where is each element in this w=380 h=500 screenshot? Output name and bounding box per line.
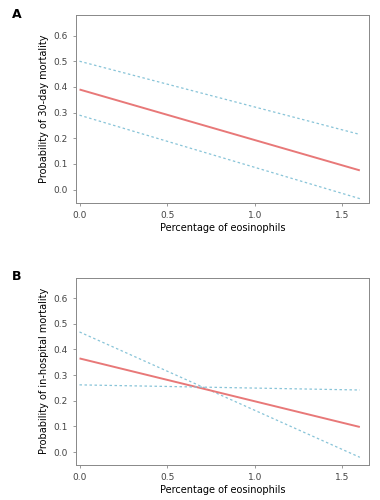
Y-axis label: Probability of 30-day mortality: Probability of 30-day mortality (39, 34, 49, 183)
X-axis label: Percentage of eosinophils: Percentage of eosinophils (160, 222, 285, 232)
Text: A: A (12, 8, 21, 20)
Y-axis label: Probability of in-hospital mortality: Probability of in-hospital mortality (39, 288, 49, 454)
Text: B: B (12, 270, 21, 283)
X-axis label: Percentage of eosinophils: Percentage of eosinophils (160, 485, 285, 495)
